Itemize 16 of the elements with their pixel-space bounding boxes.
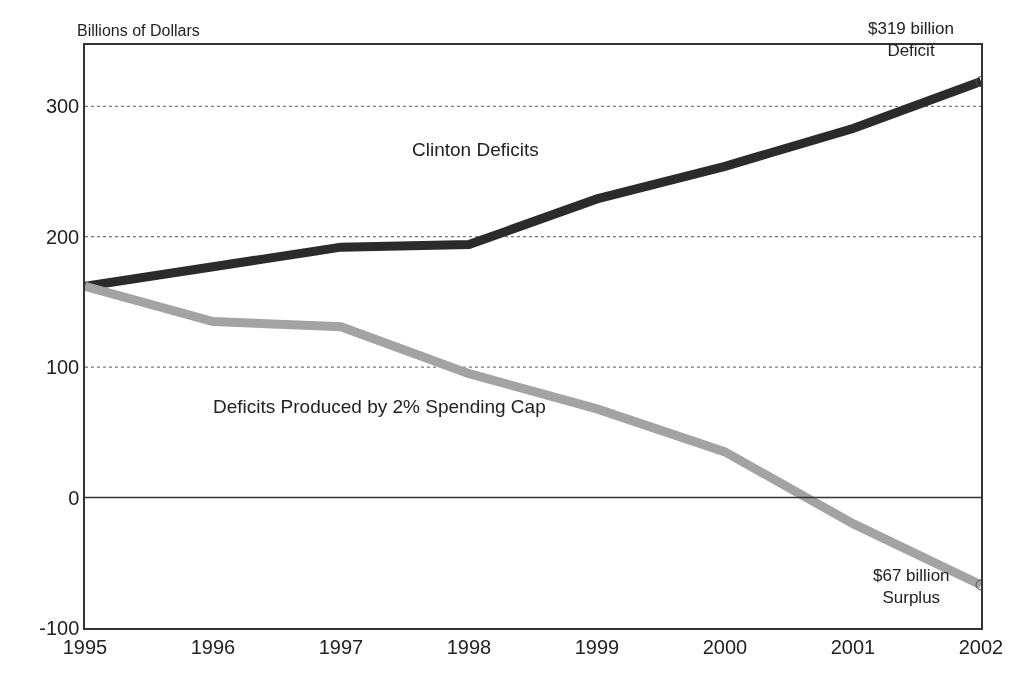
- text: Clinton Deficits: [412, 139, 539, 160]
- annotation: $67 billion Surplus: [873, 566, 950, 608]
- x-tick-label: 1999: [574, 635, 620, 658]
- x-tick-label: 2000: [702, 635, 748, 658]
- annotation: $319 billion Deficit: [868, 19, 955, 61]
- x-tick-label: 1998: [446, 635, 492, 658]
- series-label: Deficits Produced by 2% Spending Cap: [213, 396, 546, 417]
- x-tick-label: 2002: [958, 635, 1004, 658]
- y-tick-label: 0: [68, 486, 80, 509]
- y-axis-title: Billions of Dollars: [77, 22, 200, 39]
- x-tick-label: 1997: [318, 635, 364, 658]
- x-tick-label: 1996: [190, 635, 236, 658]
- x-tick-label: 2001: [830, 635, 876, 658]
- y-tick-label: 300: [45, 95, 80, 118]
- y-tick-label: 200: [45, 225, 80, 248]
- y-tick-label: 100: [45, 356, 80, 379]
